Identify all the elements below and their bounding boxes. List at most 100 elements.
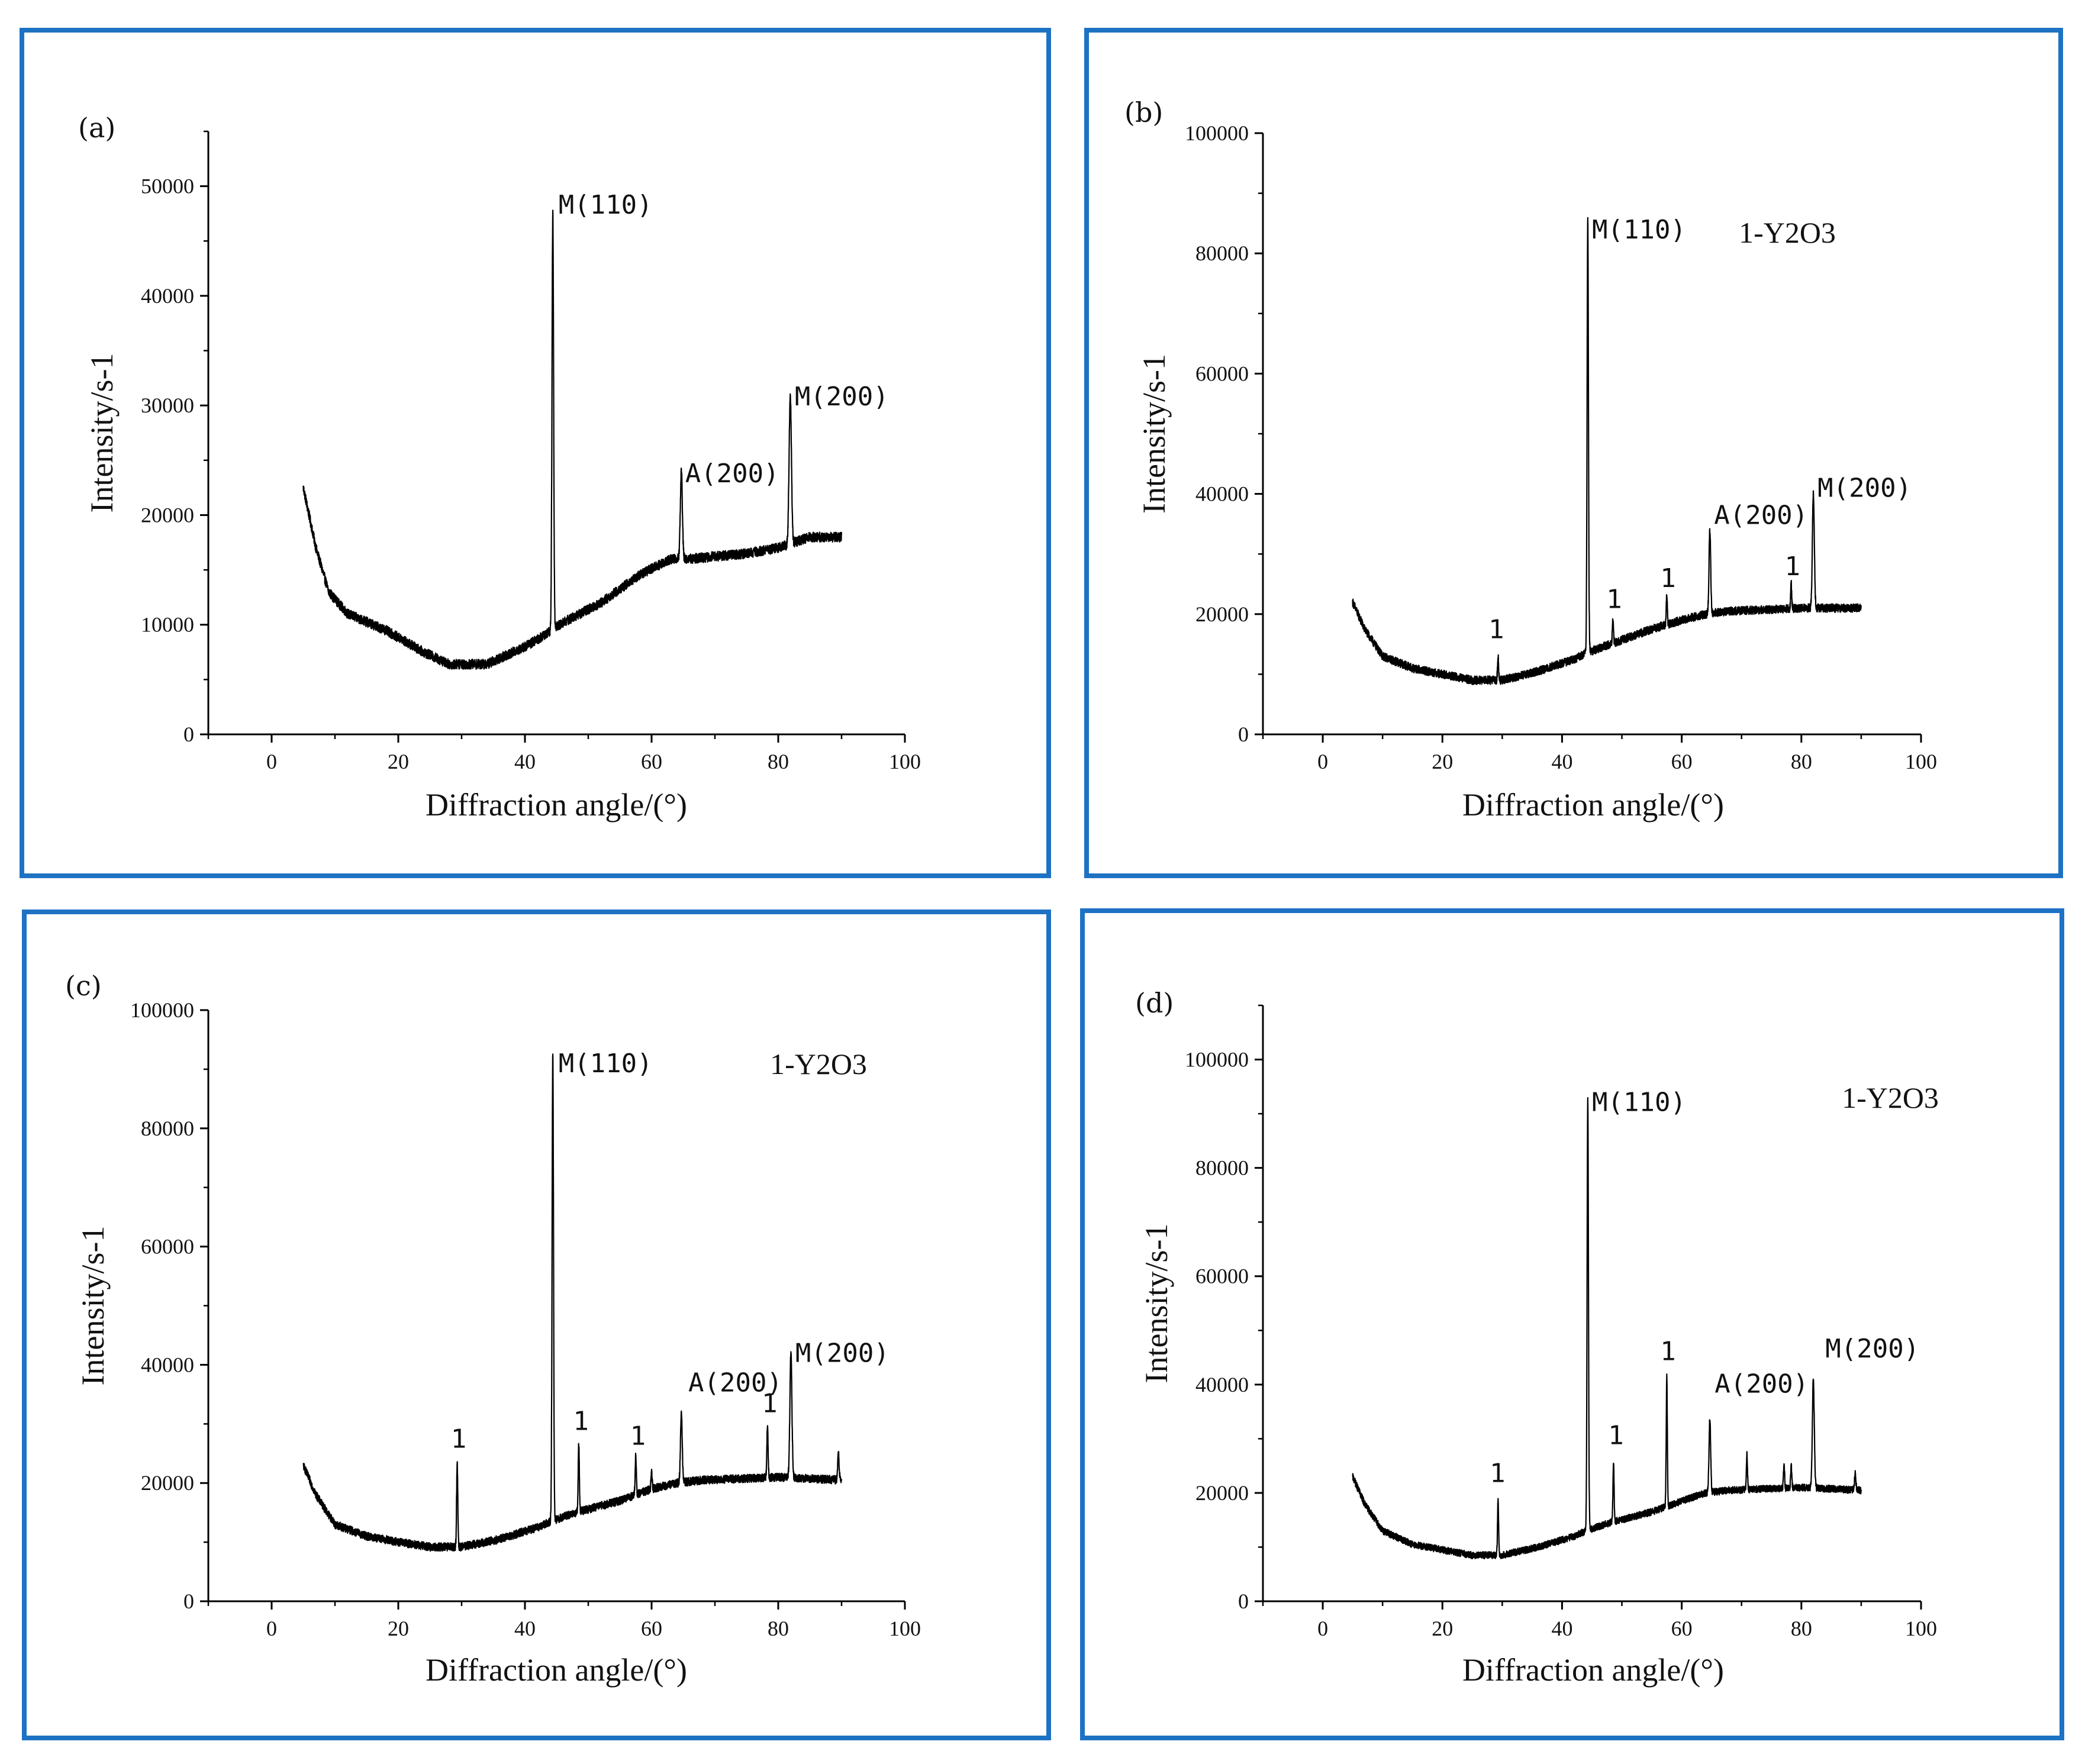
panel-b-y-tick-label: 80000	[1195, 241, 1249, 265]
panel-a-x-axis-label: Diffraction angle/(°)	[426, 787, 687, 823]
panel-d-diffraction-line	[1352, 1097, 1862, 1560]
panel-a-peak-label: M(200)	[795, 382, 889, 412]
panel-a-x-tick-label: 60	[641, 750, 662, 773]
panel-c-y-tick-label: 80000	[141, 1117, 194, 1140]
panel-c-y-tick-label: 100000	[130, 998, 194, 1022]
panel-d-legend: 1-Y2O3	[1842, 1081, 1939, 1114]
panel-c-x-tick-label: 60	[641, 1617, 662, 1640]
panel-d-x-tick-label: 40	[1551, 1617, 1572, 1640]
panel-d-frame	[1080, 908, 2064, 1740]
panel-c-x-tick-label: 100	[889, 1617, 921, 1640]
panel-d-y-tick-label: 100000	[1185, 1048, 1249, 1072]
panel-a-label: (a)	[78, 112, 115, 144]
panel-a-y-tick-label: 0	[183, 723, 194, 746]
panel-a-y-axis-label: Intensity/s-1	[84, 353, 120, 513]
panel-c-peak-label: 1	[451, 1424, 467, 1454]
panel-b-peak-label: 1	[1785, 552, 1801, 582]
panel-d-x-tick-label: 60	[1671, 1617, 1693, 1640]
panel-d-x-tick-label: 80	[1791, 1617, 1812, 1640]
panel-b-peak-label: 1	[1660, 563, 1676, 594]
panel-d-y-axis-label: Intensity/s-1	[1139, 1224, 1174, 1384]
panel-c-x-axis-label: Diffraction angle/(°)	[426, 1652, 687, 1688]
panel-c-y-tick-label: 40000	[141, 1353, 194, 1376]
panel-c-y-tick-label: 20000	[141, 1471, 194, 1495]
panel-b-y-tick-label: 60000	[1195, 362, 1249, 385]
panel-a-x-tick-label: 0	[266, 750, 277, 773]
panel-c-peak-label: 1	[762, 1388, 778, 1418]
panel-d-y-tick-label: 0	[1238, 1589, 1249, 1613]
panel-b-x-tick-label: 80	[1791, 750, 1812, 773]
panel-a-x-tick-label: 40	[514, 750, 536, 773]
panel-b-peak-label: 1	[1488, 614, 1504, 644]
panel-c-frame	[22, 910, 1051, 1740]
panel-a-y-tick-label: 10000	[141, 613, 194, 637]
panel-d-peak-label: 1	[1608, 1421, 1624, 1451]
panel-b-x-tick-label: 40	[1551, 750, 1572, 773]
panel-c-peak-label: 1	[630, 1421, 646, 1451]
panel-a-x-tick-label: 20	[388, 750, 409, 773]
panel-b-y-axis-label: Intensity/s-1	[1136, 354, 1172, 514]
panel-d-chart: 0 20 40 60 80 100 0 20000 40000 60000 80000 100000 D…	[1139, 1004, 1939, 1688]
panel-a-frame	[20, 28, 1051, 878]
panel-b-x-tick-label: 100	[1905, 750, 1937, 773]
panel-b-x-tick-label: 20	[1432, 750, 1453, 773]
panel-b: (b) 0 20 40 60 80 100 0 20000 40000 60000 80000 100…	[1084, 28, 2063, 878]
panel-c-x-tick-label: 80	[768, 1617, 789, 1640]
panel-d: (d) 0 20 40 60 80 100 0 20000 40000 60000 80000 100…	[1080, 908, 2064, 1740]
panel-c-x-tick-label: 40	[514, 1617, 536, 1640]
panel-d-y-tick-label: 40000	[1195, 1373, 1249, 1397]
panel-b-frame	[1084, 28, 2063, 878]
panel-b-legend: 1-Y2O3	[1739, 216, 1836, 249]
panel-b-y-tick-label: 40000	[1195, 482, 1249, 506]
panel-a-peak-label: M(110)	[559, 190, 653, 220]
panel-c-y-tick-label: 0	[183, 1589, 194, 1613]
panel-b-y-tick-label: 100000	[1185, 121, 1249, 145]
panel-d-y-tick-label: 20000	[1195, 1481, 1249, 1505]
panel-d-x-tick-label: 20	[1432, 1617, 1453, 1640]
panel-c-label: (c)	[65, 970, 102, 1002]
panel-b-peak-label: 1	[1606, 585, 1622, 615]
panel-c-peak-label: M(110)	[559, 1049, 653, 1079]
panel-b-y-tick-label: 0	[1238, 723, 1249, 746]
panel-c-y-axis-label: Intensity/s-1	[75, 1226, 111, 1386]
panel-b-label: (b)	[1124, 96, 1163, 128]
panel-a-y-tick-label: 40000	[141, 284, 194, 308]
panel-b-peak-label: M(110)	[1592, 215, 1686, 245]
panel-d-peak-label: M(200)	[1825, 1334, 1919, 1364]
panel-c-legend: 1-Y2O3	[770, 1047, 867, 1081]
panel-d-x-axis-label: Diffraction angle/(°)	[1462, 1652, 1724, 1688]
panel-d-peak-label: M(110)	[1592, 1088, 1686, 1118]
panel-c-diffraction-line	[302, 1053, 843, 1552]
panel-a-x-tick-label: 100	[889, 750, 921, 773]
panel-d-x-tick-label: 0	[1317, 1617, 1328, 1640]
panel-b-x-tick-label: 0	[1317, 750, 1328, 773]
panel-d-peak-label: A(200)	[1714, 1369, 1809, 1399]
panel-d-peak-label: 1	[1660, 1337, 1676, 1367]
panel-c-x-tick-label: 20	[388, 1617, 409, 1640]
panel-c-x-tick-label: 0	[266, 1617, 277, 1640]
panel-d-peak-label: 1	[1490, 1459, 1506, 1489]
panel-d-label: (d)	[1135, 987, 1174, 1019]
panel-a-chart: 0 20 40 60 80 100 0 10000 20000 30000 40000 50000 Di…	[84, 130, 921, 823]
panel-b-peak-label: A(200)	[1714, 500, 1808, 530]
panel-b-y-tick-label: 20000	[1195, 602, 1249, 626]
panel-a-y-tick-label: 30000	[141, 394, 194, 417]
panel-a-peak-label: A(200)	[685, 459, 779, 489]
panel-d-y-tick-label: 60000	[1195, 1265, 1249, 1288]
panel-b-x-tick-label: 60	[1671, 750, 1693, 773]
panel-b-chart: 0 20 40 60 80 100 0 20000 40000 60000 80000 100000 D…	[1136, 121, 1937, 823]
panel-c: (c) 0 20 40 60 80 100 0 20000 40000 60000 80000 100…	[22, 910, 1051, 1740]
panel-a-x-tick-label: 80	[768, 750, 789, 773]
panel-c-peak-label: M(200)	[795, 1338, 889, 1368]
panel-a: (a) 0 20 40 60 80 100 0 10000 20000 30000 40000 500…	[20, 28, 1051, 878]
panel-c-chart: 0 20 40 60 80 100 0 20000 40000 60000 80000 100000 D…	[75, 998, 921, 1688]
panel-b-x-axis-label: Diffraction angle/(°)	[1462, 787, 1724, 823]
panel-c-peak-label: 1	[573, 1406, 589, 1436]
panel-d-y-tick-label: 80000	[1195, 1156, 1249, 1180]
panel-d-x-tick-label: 100	[1905, 1617, 1937, 1640]
panel-a-y-tick-label: 20000	[141, 503, 194, 527]
panel-a-y-tick-label: 50000	[141, 175, 194, 198]
panel-b-diffraction-line	[1352, 217, 1862, 685]
panel-a-diffraction-line	[302, 209, 843, 670]
